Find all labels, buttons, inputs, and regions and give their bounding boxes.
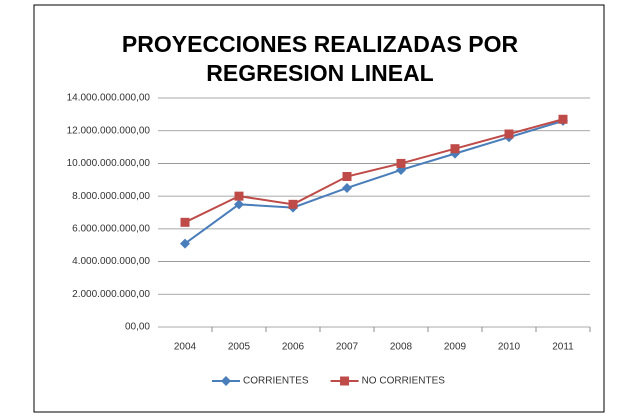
y-tick-label: 10.000.000.000,00 <box>67 158 151 169</box>
title-line: PROYECCIONES REALIZADAS POR <box>122 31 519 57</box>
x-tick-label: 2008 <box>390 342 413 353</box>
marker <box>342 172 352 182</box>
marker <box>342 182 352 193</box>
marker <box>396 158 406 168</box>
x-tick-label: 2004 <box>174 342 197 353</box>
marker <box>450 144 460 154</box>
y-tick-label: 00,00 <box>125 322 150 333</box>
y-tick-label: 4.000.000.000,00 <box>72 256 150 267</box>
marker <box>340 376 350 386</box>
marker <box>180 238 190 249</box>
y-tick-label: 6.000.000.000,00 <box>72 223 150 234</box>
legend-label: NO CORRIENTES <box>362 376 446 387</box>
x-tick-label: 2007 <box>336 342 359 353</box>
title-line: REGRESION LINEAL <box>206 60 433 86</box>
y-tick-label: 8.000.000.000,00 <box>72 191 150 202</box>
chart-title: PROYECCIONES REALIZADAS POR REGRESION LIN… <box>122 31 519 86</box>
marker <box>234 191 244 201</box>
x-tick-label: 2009 <box>444 342 467 353</box>
series-line <box>184 119 564 245</box>
marker <box>504 129 514 139</box>
legend-label: CORRIENTES <box>243 376 309 387</box>
series-line <box>184 118 564 224</box>
marker <box>180 217 190 227</box>
y-tick-label: 12.000.000.000,00 <box>67 125 151 136</box>
frame <box>33 4 605 413</box>
x-tick-label: 2011 <box>552 342 574 353</box>
x-tick-label: 2010 <box>498 342 521 353</box>
marker <box>558 114 568 124</box>
x-tick-label: 2006 <box>282 342 305 353</box>
y-tick-label: 2.000.000.000,00 <box>72 289 150 300</box>
marker <box>234 199 244 210</box>
y-tick-label: 14.000.000.000,00 <box>67 93 151 104</box>
x-tick-label: 2005 <box>228 342 251 353</box>
marker <box>221 376 231 386</box>
marker <box>288 199 298 209</box>
